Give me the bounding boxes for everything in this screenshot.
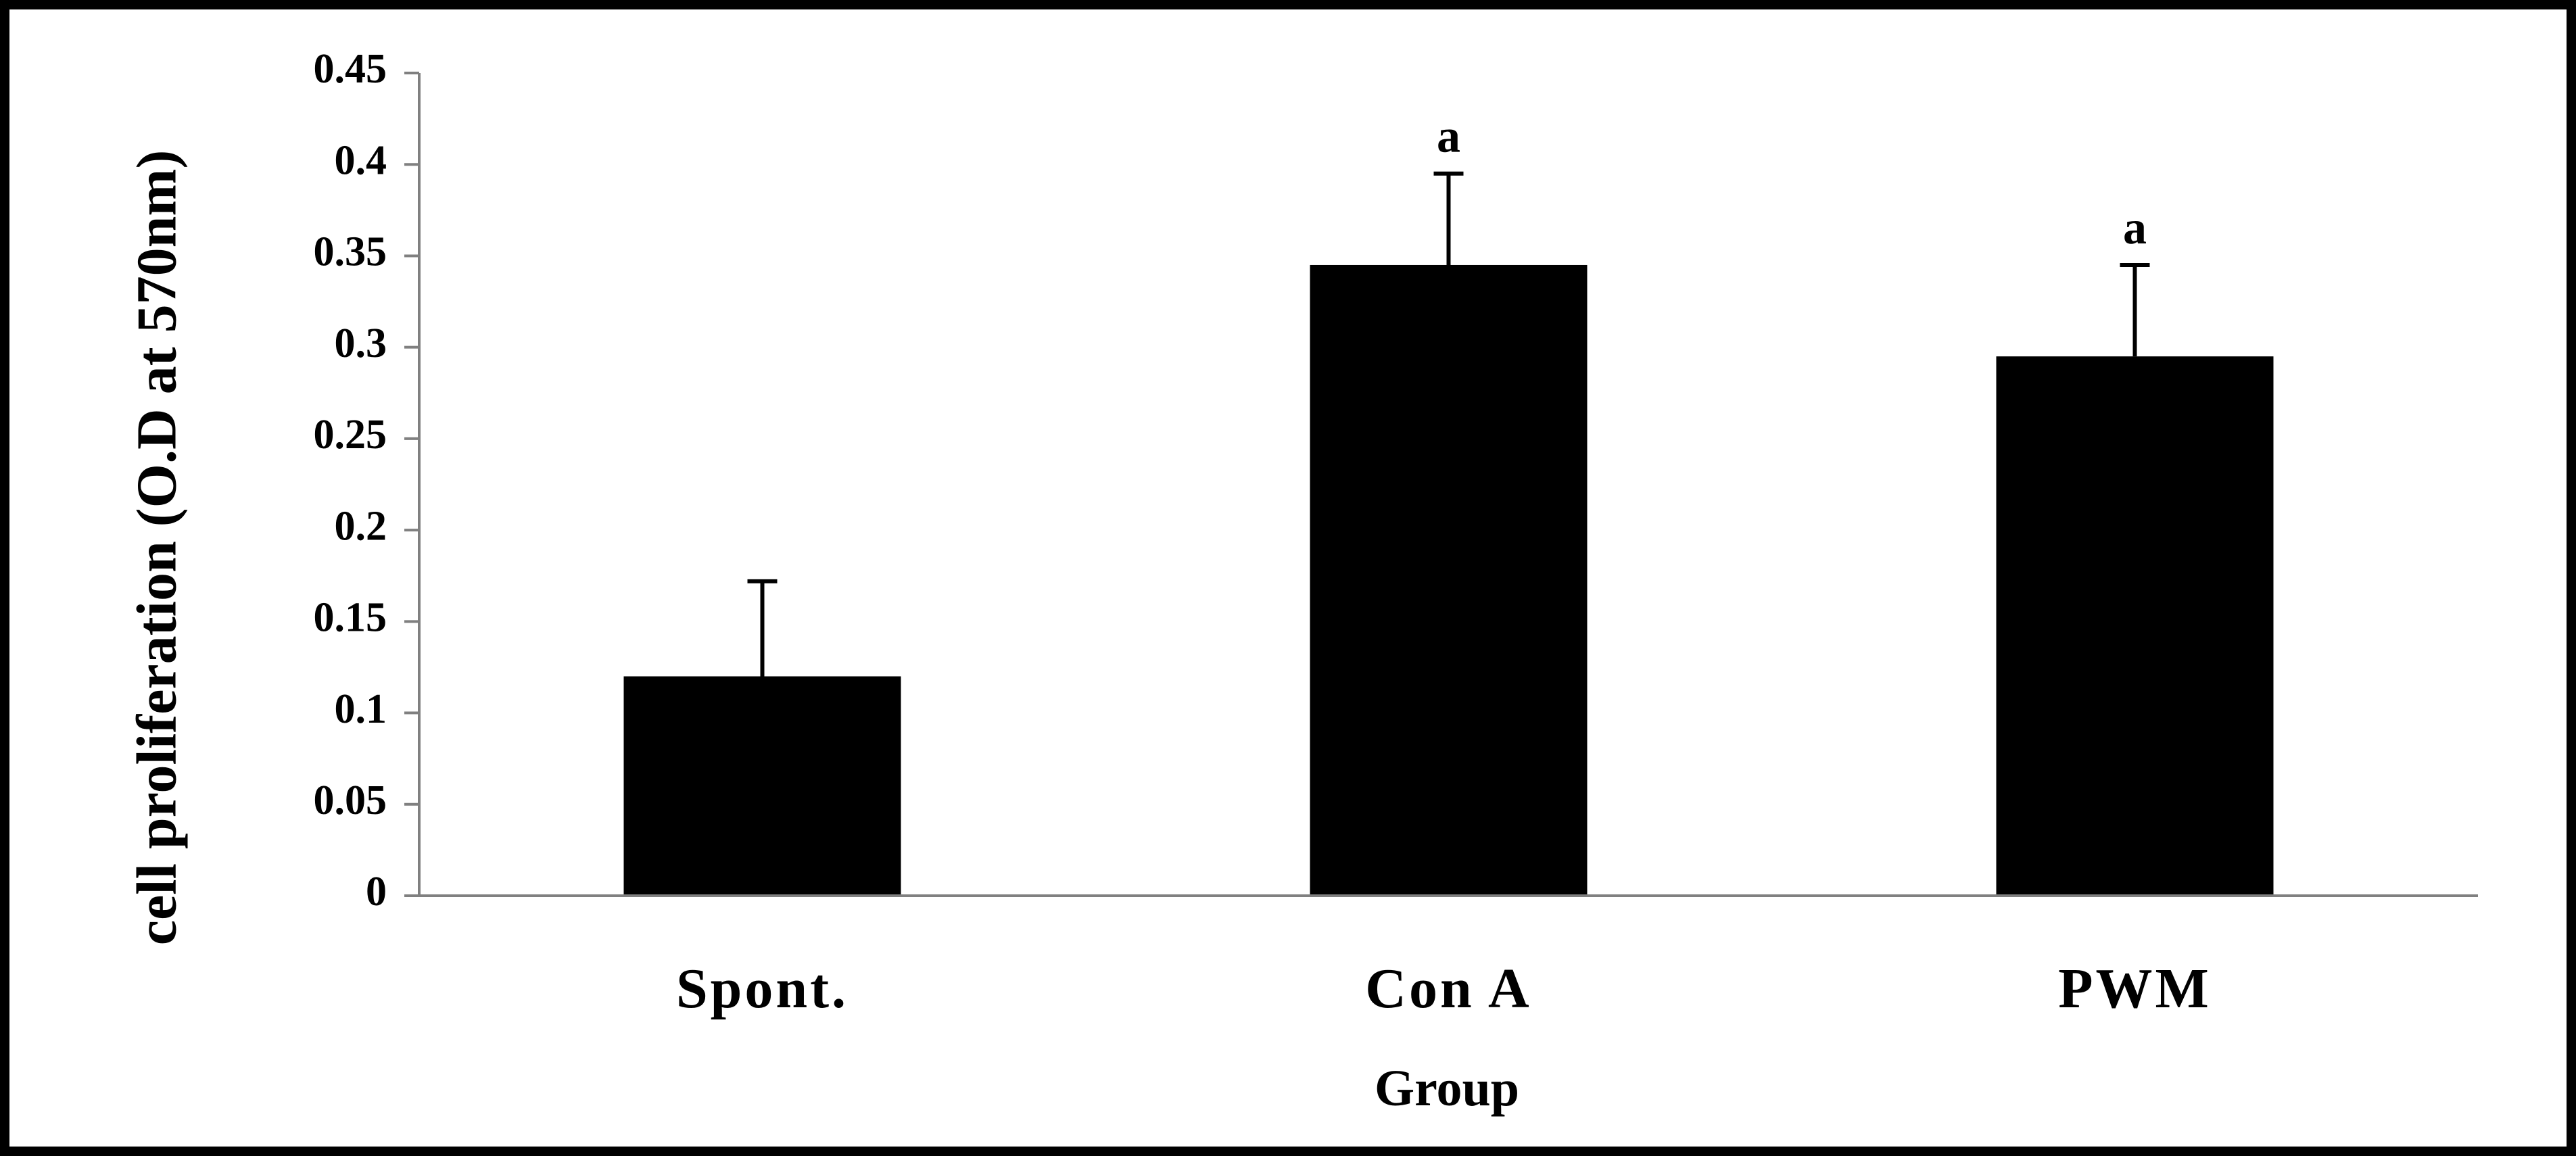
x-axis-title: Group bbox=[1375, 1060, 1519, 1117]
y-tick-label: 0.4 bbox=[335, 137, 387, 183]
significance-annotation: a bbox=[1437, 111, 1460, 163]
y-tick-label: 0.35 bbox=[314, 229, 387, 275]
y-tick-label: 0.25 bbox=[314, 412, 387, 458]
bars: aa bbox=[623, 111, 2274, 896]
bar-1 bbox=[1310, 264, 1588, 896]
y-tick-label: 0.45 bbox=[314, 46, 387, 92]
y-axis-title: cell proliferation (O.D at 570nm) bbox=[125, 150, 188, 946]
x-category-label: Con A bbox=[1365, 957, 1531, 1020]
y-tick-label: 0.05 bbox=[314, 777, 387, 823]
y-tick-label: 0.1 bbox=[335, 686, 387, 732]
y-tick-label: 0.15 bbox=[314, 595, 387, 641]
y-tick-label: 0 bbox=[366, 869, 387, 915]
x-category-label: Spont. bbox=[676, 957, 849, 1020]
significance-annotation: a bbox=[2123, 202, 2147, 254]
bar-0 bbox=[623, 676, 901, 896]
x-category-label: PWM bbox=[2058, 957, 2212, 1020]
y-tick-label: 0.3 bbox=[335, 320, 387, 366]
x-axis-labels: Spont. Con A PWM bbox=[676, 957, 2212, 1020]
y-axis-ticks: 0 0.05 0.1 0.15 0.2 0.25 0.3 0.35 0.4 0.45 bbox=[314, 46, 419, 915]
y-tick-label: 0.2 bbox=[335, 503, 387, 549]
bar-2 bbox=[1996, 356, 2274, 896]
